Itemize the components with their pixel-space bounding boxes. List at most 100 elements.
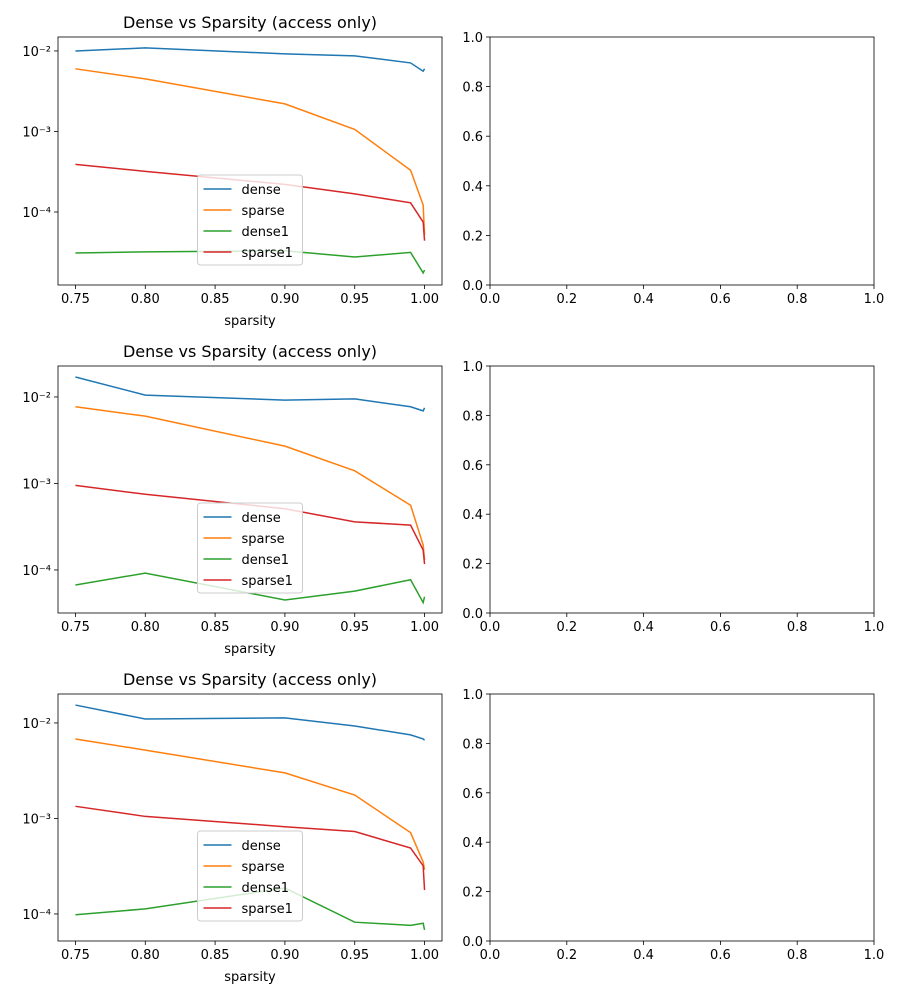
x-tick-label: 1.00: [410, 948, 439, 963]
y-tick-label: 10⁻³: [22, 125, 51, 140]
x-tick-label: 0.4: [633, 948, 654, 963]
x-tick-label: 0.85: [201, 948, 230, 963]
x-tick-label: 0.80: [131, 292, 160, 307]
x-axis-label: sparsity: [224, 314, 276, 329]
legend: dense sparse dense1 sparse1: [197, 830, 303, 922]
x-tick-label: 0.80: [131, 620, 160, 635]
x-tick-label: 0.75: [61, 620, 90, 635]
y-tick-label: 1.0: [462, 31, 483, 46]
axes-frame: [57, 693, 443, 942]
series-line: [75, 704, 426, 741]
chart-title: Dense vs Sparsity (access only): [123, 13, 377, 32]
x-tick-label: 0.75: [61, 948, 90, 963]
y-tick-label: 0.0: [462, 279, 483, 294]
subplot: 0.75 0.80 0.85 0.90 0.95 1.00 10⁻⁴ 10⁻³ 10⁻² Dens…: [22, 670, 443, 985]
x-tick-label: 0.85: [201, 620, 230, 635]
y-tick-label: 10⁻²: [22, 45, 51, 60]
x-tick-label: 0.8: [787, 292, 808, 307]
axes-frame: [57, 365, 443, 614]
legend-label: sparse1: [242, 246, 293, 261]
x-tick-label: 1.00: [410, 620, 439, 635]
x-tick-label: 0.2: [556, 292, 577, 307]
legend-label: sparse1: [242, 574, 293, 589]
legend-label: dense: [242, 183, 281, 198]
y-tick-label: 0.4: [462, 180, 483, 195]
x-tick-label: 0.0: [480, 948, 501, 963]
legend-label: dense1: [242, 881, 290, 896]
x-tick-label: 0.90: [270, 292, 299, 307]
x-tick-label: 0.6: [710, 292, 731, 307]
x-tick-label: 1.0: [864, 948, 885, 963]
x-tick-label: 0.2: [556, 948, 577, 963]
axes-frame: [57, 36, 443, 286]
series-line: [75, 484, 426, 565]
y-tick-label: 10⁻⁴: [22, 564, 51, 579]
y-tick-label: 10⁻⁴: [22, 908, 51, 923]
subplot: 0.75 0.80 0.85 0.90 0.95 1.00 10⁻⁴ 10⁻³ 10⁻² Dens…: [22, 13, 443, 329]
series-line: [75, 250, 426, 275]
x-tick-label: 0.8: [787, 948, 808, 963]
y-tick-label: 1.0: [462, 360, 483, 375]
legend-label: dense: [242, 511, 281, 526]
x-tick-label: 1.0: [864, 292, 885, 307]
y-tick-label: 10⁻²: [22, 717, 51, 732]
y-tick-label: 0.8: [462, 409, 483, 424]
x-tick-label: 0.0: [480, 620, 501, 635]
subplot: 0.0 0.2 0.4 0.6 0.8 1.0 0.0 0.2 0.4 0.6 0.8 1.0: [462, 360, 884, 635]
x-tick-label: 0.8: [787, 620, 808, 635]
x-tick-label: 0.4: [633, 292, 654, 307]
y-tick-label: 0.2: [462, 229, 483, 244]
legend-box: [197, 174, 303, 266]
legend-box: [197, 502, 303, 594]
x-tick-label: 0.95: [340, 948, 369, 963]
x-tick-label: 1.00: [410, 292, 439, 307]
subplot: 0.0 0.2 0.4 0.6 0.8 1.0 0.0 0.2 0.4 0.6 0.8 1.0: [462, 688, 884, 963]
series-line: [75, 805, 426, 891]
y-tick-label: 0.8: [462, 81, 483, 96]
series-line: [75, 572, 426, 605]
legend: dense sparse dense1 sparse1: [197, 174, 303, 266]
legend-label: sparse: [242, 860, 285, 875]
x-tick-label: 0.85: [201, 292, 230, 307]
x-axis-label: sparsity: [224, 642, 276, 657]
axes-frame: [489, 693, 875, 942]
x-tick-label: 0.4: [633, 620, 654, 635]
x-tick-label: 1.0: [864, 620, 885, 635]
y-tick-label: 0.2: [462, 886, 483, 901]
y-tick-label: 0.2: [462, 558, 483, 573]
subplot: 0.0 0.2 0.4 0.6 0.8 1.0 0.0 0.2 0.4 0.6 0.8 1.0: [462, 31, 884, 307]
y-tick-label: 0.4: [462, 508, 483, 523]
axes-frame: [489, 36, 875, 286]
x-tick-label: 0.6: [710, 620, 731, 635]
legend-box: [197, 830, 303, 922]
y-tick-label: 10⁻³: [22, 477, 51, 492]
series-line: [75, 376, 426, 412]
y-tick-label: 0.6: [462, 787, 483, 802]
chart-title: Dense vs Sparsity (access only): [123, 670, 377, 689]
axes-frame: [489, 365, 875, 614]
x-tick-label: 0.0: [480, 292, 501, 307]
series-line: [75, 406, 426, 561]
legend-label: sparse: [242, 204, 285, 219]
series-line: [75, 163, 426, 241]
legend-label: sparse1: [242, 902, 293, 917]
x-tick-label: 0.6: [710, 948, 731, 963]
series-line: [75, 887, 426, 931]
y-tick-label: 10⁻³: [22, 812, 51, 827]
y-tick-label: 0.6: [462, 459, 483, 474]
y-tick-label: 0.0: [462, 935, 483, 950]
x-tick-label: 0.75: [61, 292, 90, 307]
legend-label: dense1: [242, 225, 290, 240]
x-tick-label: 0.2: [556, 620, 577, 635]
y-tick-label: 0.6: [462, 130, 483, 145]
series-line: [75, 738, 426, 870]
x-tick-label: 0.95: [340, 292, 369, 307]
x-tick-label: 0.95: [340, 620, 369, 635]
y-tick-label: 10⁻²: [22, 391, 51, 406]
chart-title: Dense vs Sparsity (access only): [123, 342, 377, 361]
x-axis-label: sparsity: [224, 970, 276, 985]
legend: dense sparse dense1 sparse1: [197, 502, 303, 594]
x-tick-label: 0.80: [131, 948, 160, 963]
subplot: 0.75 0.80 0.85 0.90 0.95 1.00 10⁻⁴ 10⁻³ 10⁻² Dens…: [22, 342, 443, 657]
